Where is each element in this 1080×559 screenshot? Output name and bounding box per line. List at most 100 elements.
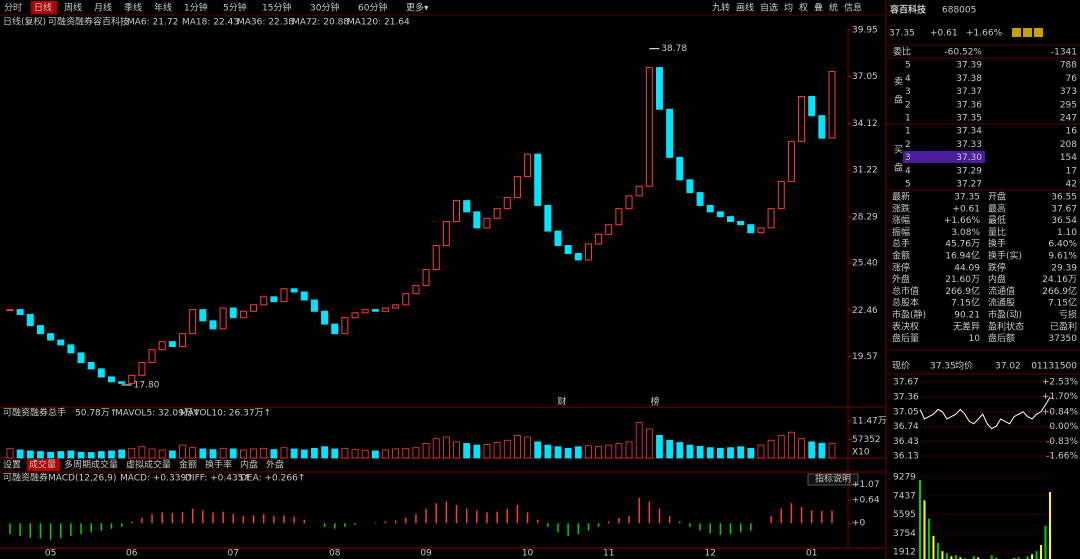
level-price: 37.29 (956, 166, 982, 176)
x-tick-label: 11 (603, 549, 614, 559)
volume-bar (503, 439, 511, 459)
label: 现价 (892, 361, 910, 372)
tool-button[interactable]: 权 (799, 2, 808, 14)
volume-bar (189, 447, 197, 459)
volume-bar (108, 450, 115, 459)
stat-value: 1.10 (1057, 228, 1077, 238)
label: 均价 (955, 360, 973, 372)
period-tab[interactable]: 更多▾ (406, 2, 429, 14)
stat-value: 3.08% (951, 228, 980, 238)
volume-bar (199, 448, 207, 459)
candle (250, 304, 258, 312)
period-tab[interactable]: 日线 (34, 2, 52, 14)
candle (513, 176, 521, 198)
candle (168, 341, 176, 347)
y-tick-label: 36.43 (893, 437, 919, 447)
period-tab[interactable]: 周线 (64, 2, 82, 14)
candle (381, 307, 389, 312)
indicator-tab[interactable]: 设置 (3, 460, 21, 471)
candle (158, 341, 166, 351)
legend-margin: 可融资融券 (48, 16, 93, 28)
candle (270, 296, 278, 303)
candle (787, 140, 795, 182)
period-tab[interactable]: 月线 (94, 2, 112, 14)
tool-button[interactable]: 叠 (814, 3, 823, 14)
stat-label: 跌停 (988, 261, 1006, 273)
y-tick-label: 25.40 (852, 259, 878, 269)
candle (655, 67, 663, 110)
candle (686, 179, 694, 194)
level: 3 (905, 153, 911, 163)
candle (422, 269, 430, 287)
x-tick-label: 01 (806, 549, 817, 559)
level: 2 (905, 100, 911, 110)
x-tick-label: 07 (228, 549, 239, 559)
period-tab[interactable]: 1分钟 (184, 2, 208, 14)
volume-bar (788, 431, 795, 459)
volume-bar (605, 444, 613, 459)
badge (1012, 28, 1021, 37)
tool-button[interactable]: 统 (829, 2, 838, 14)
volume-bar (67, 450, 75, 459)
level: 5 (905, 180, 911, 190)
volume-bar (260, 447, 268, 459)
selected-row (903, 151, 985, 163)
period-tab[interactable]: 年线 (154, 2, 172, 14)
volume-bar (57, 451, 65, 459)
badge (1023, 28, 1032, 37)
tool-button[interactable]: 九转 (712, 2, 730, 14)
volume-bar (179, 444, 186, 459)
candle (16, 309, 24, 315)
candle (290, 288, 298, 293)
volume-bar (493, 442, 501, 459)
candle (148, 349, 156, 364)
period-tab[interactable]: 分时 (4, 2, 22, 14)
indicator-tab[interactable]: 成交量 (29, 459, 56, 471)
level-price: 37.34 (956, 127, 982, 137)
tool-button[interactable]: 自选 (760, 2, 778, 14)
period-tab[interactable]: 15分钟 (262, 2, 291, 14)
stat-label: 市盈(静) (892, 309, 926, 321)
period-tab[interactable]: 季线 (124, 2, 142, 14)
volume-bar (26, 450, 34, 459)
candle (615, 208, 623, 226)
candle (716, 211, 724, 218)
y-tick-label: 7437 (893, 491, 916, 501)
stat-value: 266.9亿 (945, 285, 980, 297)
period-tab[interactable]: 30分钟 (310, 2, 339, 14)
candle (625, 195, 633, 210)
candle (696, 192, 704, 206)
indicator-tab[interactable]: 换手率 (205, 459, 232, 471)
panel-title: 可融资融券 (3, 407, 48, 419)
tool-button[interactable]: 信息 (844, 2, 862, 14)
ma-readout: MA36: 22.38 (237, 18, 294, 28)
change-pct: +1.66% (966, 29, 1003, 39)
side-label: 卖 (894, 77, 903, 88)
level-volume: 17 (1066, 166, 1077, 176)
period-tab[interactable]: 5分钟 (223, 2, 247, 14)
y-tick-label: 1912 (893, 548, 916, 558)
tool-button[interactable]: 画线 (736, 2, 754, 14)
period-tab[interactable]: 60分钟 (358, 2, 387, 14)
indicator-tab[interactable]: 虚拟成交量 (126, 459, 171, 471)
volume-bar (229, 448, 237, 459)
indicator-tab[interactable]: 金额 (179, 459, 197, 471)
candle (179, 333, 187, 347)
volume-bar (747, 447, 755, 459)
x-tick-label: 08 (329, 549, 341, 559)
candle (503, 196, 511, 210)
readout: DEA: +0.266↑ (240, 474, 305, 484)
indicator-name: MACD(12,26,9) (48, 474, 116, 484)
stat-label: 金额 (892, 250, 910, 262)
volume-bar (808, 441, 816, 459)
y-tick-label: +0 (852, 519, 866, 529)
stat-value: 90.21 (954, 311, 980, 321)
indicator-tab[interactable]: 外盘 (266, 459, 284, 471)
volume-bar (453, 441, 460, 459)
tool-button[interactable]: 均 (784, 2, 793, 14)
indicator-help[interactable]: 指标说明 (815, 473, 851, 485)
indicator-tab[interactable]: 多周期成交量 (64, 459, 118, 471)
y-tick-label: 9279 (893, 473, 916, 483)
indicator-tab[interactable]: 内盘 (240, 459, 258, 471)
